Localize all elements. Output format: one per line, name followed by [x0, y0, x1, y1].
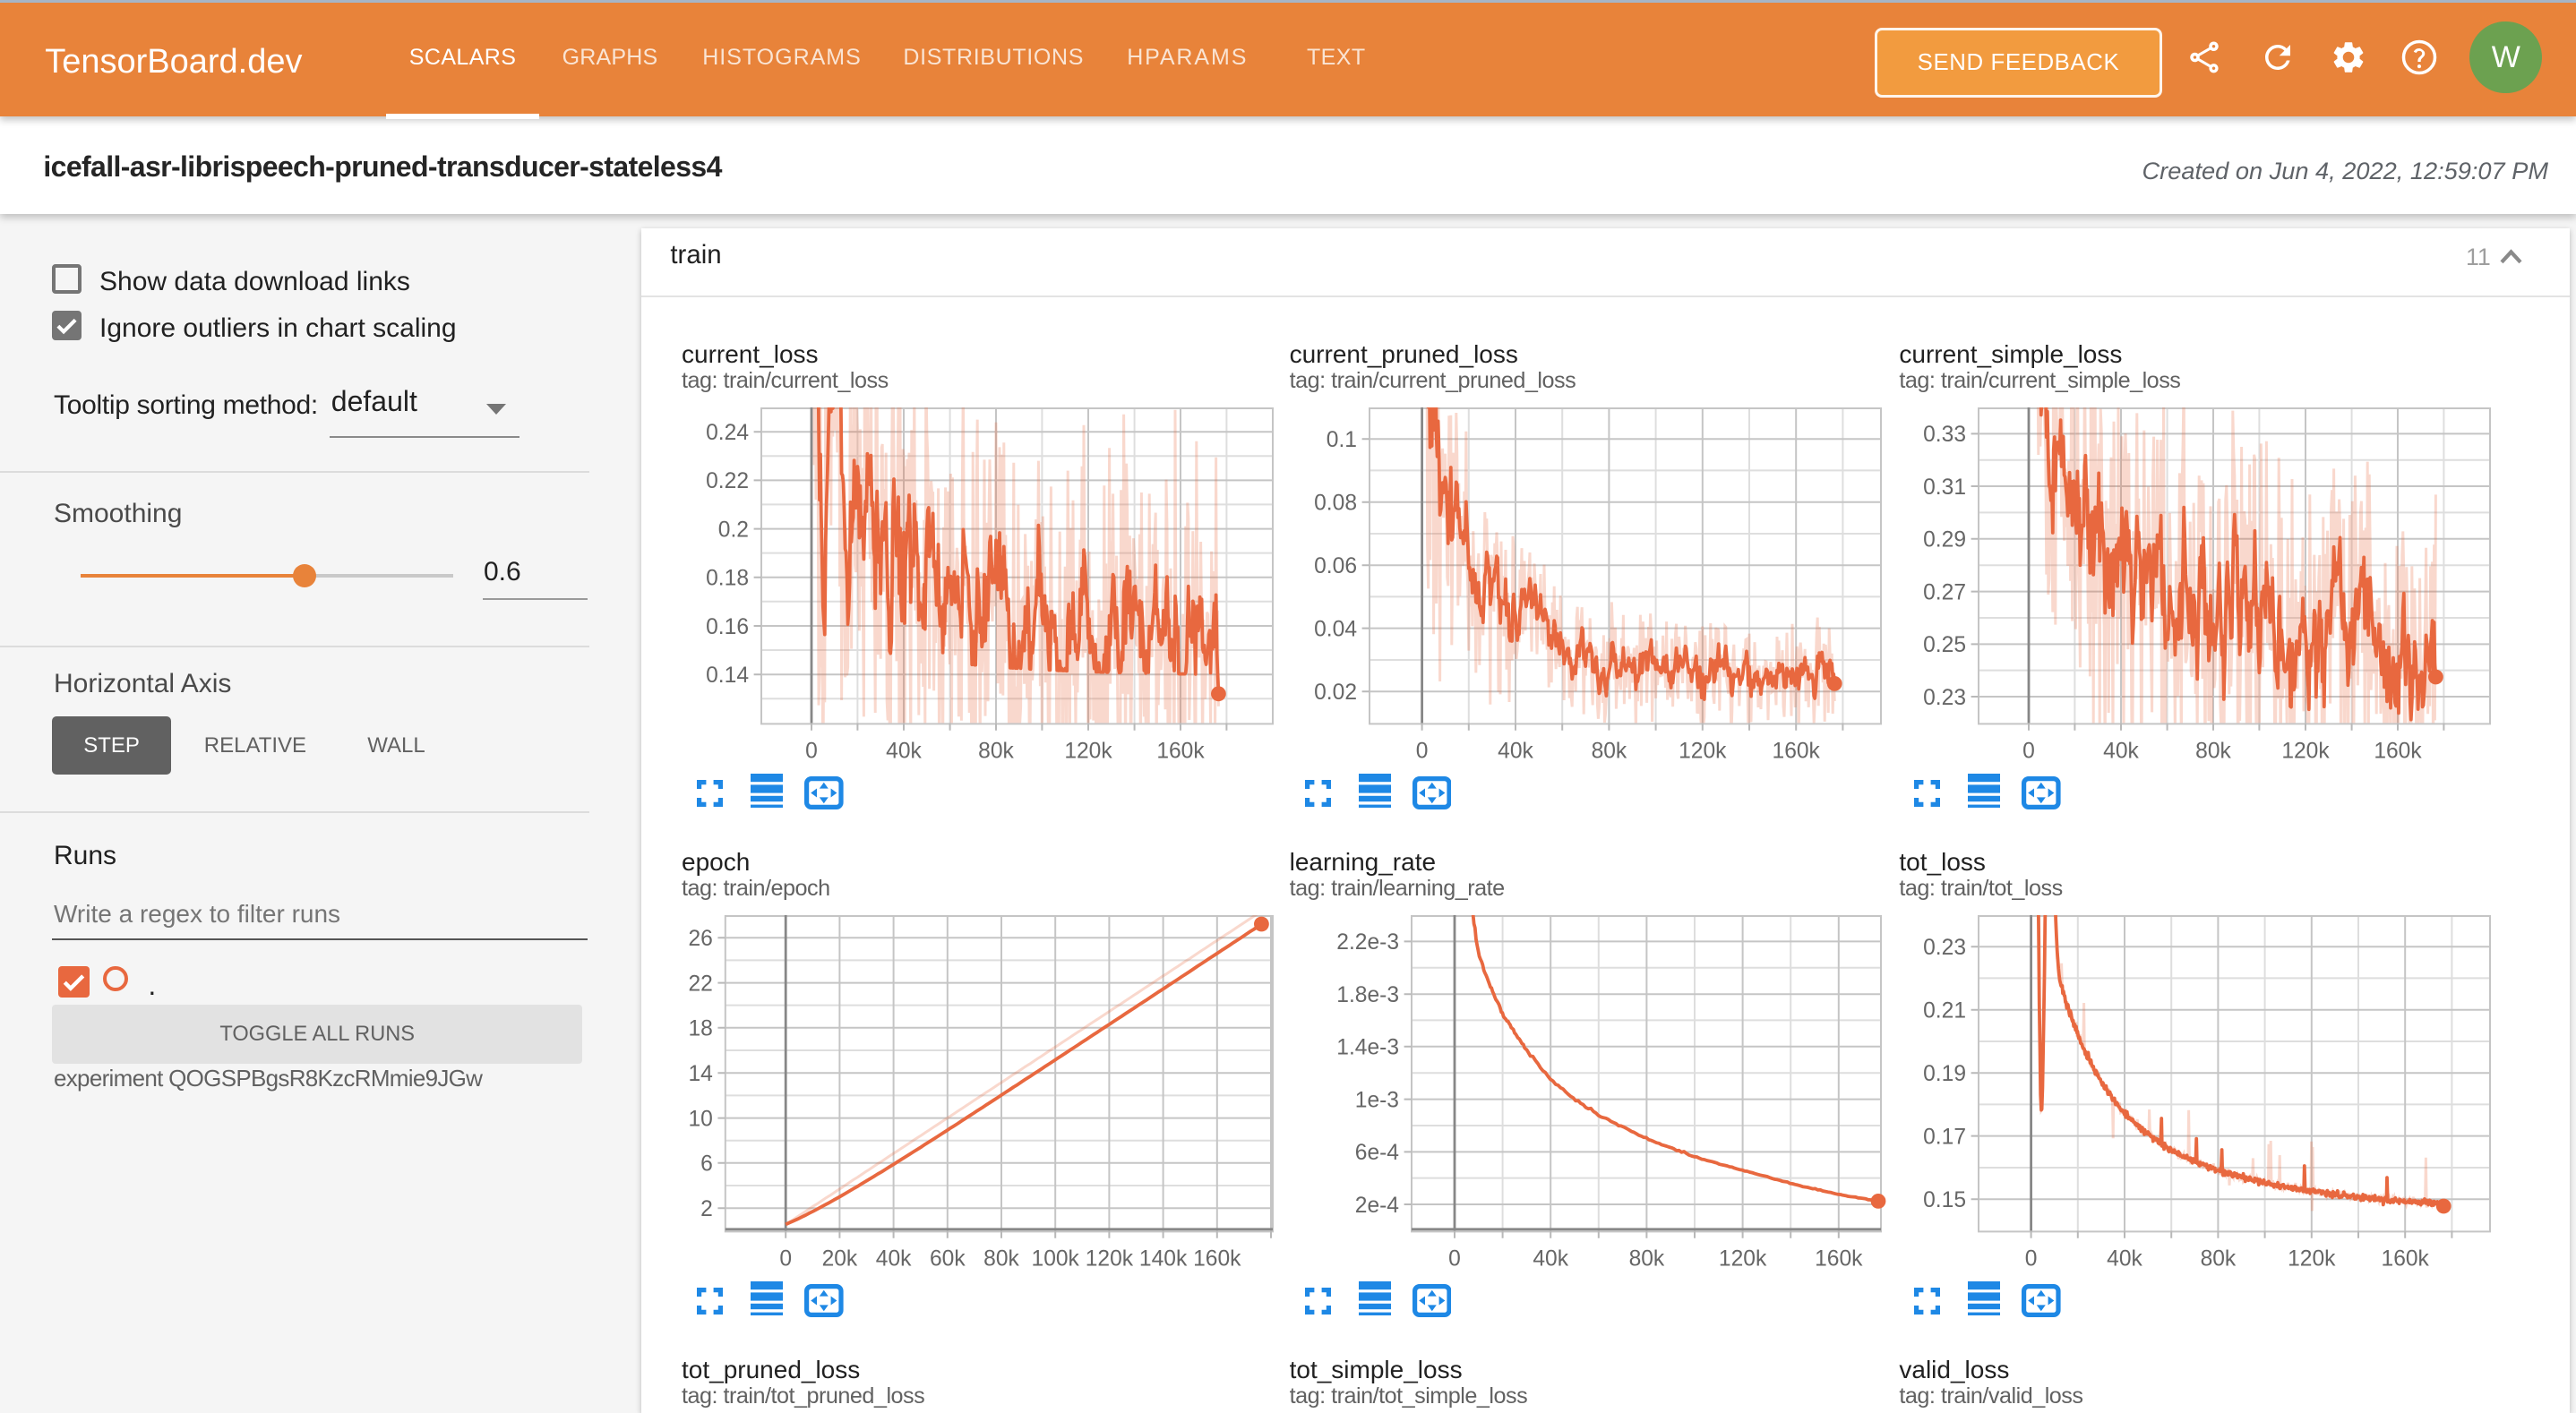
svg-text:0.17: 0.17 — [1924, 1126, 1967, 1150]
svg-text:0.25: 0.25 — [1924, 633, 1967, 657]
svg-text:0.22: 0.22 — [706, 469, 749, 493]
svg-text:120k: 120k — [2288, 1247, 2337, 1272]
svg-text:0.16: 0.16 — [706, 615, 749, 639]
svg-text:18: 18 — [688, 1017, 712, 1041]
svg-text:0.02: 0.02 — [1314, 681, 1357, 705]
svg-text:0.04: 0.04 — [1314, 618, 1357, 642]
svg-text:0.18: 0.18 — [706, 567, 749, 591]
svg-text:6e-4: 6e-4 — [1354, 1141, 1398, 1165]
svg-text:160k: 160k — [1772, 740, 1820, 764]
svg-text:0.15: 0.15 — [1924, 1188, 1967, 1212]
svg-text:0: 0 — [779, 1247, 792, 1272]
svg-text:40k: 40k — [876, 1247, 912, 1272]
svg-text:160k: 160k — [1815, 1247, 1863, 1272]
svg-text:0: 0 — [1415, 740, 1428, 764]
svg-text:2e-4: 2e-4 — [1354, 1194, 1398, 1218]
svg-text:80k: 80k — [1628, 1247, 1664, 1272]
svg-text:1.8e-3: 1.8e-3 — [1336, 983, 1399, 1007]
svg-text:0.23: 0.23 — [1924, 686, 1967, 710]
svg-text:26: 26 — [688, 927, 712, 951]
svg-text:120k: 120k — [1719, 1247, 1767, 1272]
svg-text:6: 6 — [700, 1152, 713, 1177]
svg-text:0: 0 — [805, 740, 818, 764]
svg-text:120k: 120k — [1679, 740, 1727, 764]
svg-text:80k: 80k — [2196, 740, 2232, 764]
svg-text:1e-3: 1e-3 — [1354, 1089, 1398, 1113]
svg-text:0.31: 0.31 — [1924, 475, 1967, 500]
svg-text:0: 0 — [1448, 1247, 1461, 1272]
svg-text:2: 2 — [700, 1197, 713, 1221]
svg-text:120k: 120k — [2282, 740, 2331, 764]
svg-text:1.4e-3: 1.4e-3 — [1336, 1036, 1399, 1060]
svg-text:0.21: 0.21 — [1924, 999, 1967, 1023]
svg-text:140k: 140k — [1139, 1247, 1188, 1272]
svg-text:22: 22 — [688, 972, 712, 997]
svg-text:80k: 80k — [983, 1247, 1019, 1272]
svg-text:40k: 40k — [886, 740, 922, 764]
svg-text:0.29: 0.29 — [1924, 528, 1967, 552]
svg-text:0.1: 0.1 — [1326, 428, 1356, 452]
svg-text:0.23: 0.23 — [1924, 936, 1967, 960]
svg-text:0.33: 0.33 — [1924, 423, 1967, 447]
svg-text:60k: 60k — [930, 1247, 966, 1272]
svg-text:160k: 160k — [2382, 1247, 2430, 1272]
svg-text:80k: 80k — [1591, 740, 1627, 764]
svg-text:0.27: 0.27 — [1924, 581, 1967, 605]
svg-text:0.08: 0.08 — [1314, 492, 1357, 516]
svg-text:0.24: 0.24 — [706, 421, 749, 445]
svg-text:40k: 40k — [2104, 740, 2140, 764]
svg-text:0.06: 0.06 — [1314, 554, 1357, 578]
svg-text:160k: 160k — [1193, 1247, 1241, 1272]
svg-text:120k: 120k — [1064, 740, 1112, 764]
svg-text:40k: 40k — [1498, 740, 1533, 764]
svg-text:40k: 40k — [1533, 1247, 1568, 1272]
svg-text:160k: 160k — [1156, 740, 1205, 764]
svg-text:40k: 40k — [2108, 1247, 2143, 1272]
svg-text:80k: 80k — [2201, 1247, 2237, 1272]
svg-text:120k: 120k — [1086, 1247, 1134, 1272]
svg-text:0: 0 — [2023, 740, 2036, 764]
svg-text:0.19: 0.19 — [1924, 1062, 1967, 1086]
svg-text:160k: 160k — [2374, 740, 2423, 764]
svg-text:20k: 20k — [822, 1247, 858, 1272]
svg-text:2.2e-3: 2.2e-3 — [1336, 930, 1399, 955]
svg-text:0: 0 — [2025, 1247, 2038, 1272]
svg-text:0.14: 0.14 — [706, 664, 749, 688]
svg-text:0.2: 0.2 — [718, 518, 749, 543]
svg-text:10: 10 — [688, 1108, 712, 1132]
svg-text:100k: 100k — [1032, 1247, 1080, 1272]
svg-text:80k: 80k — [978, 740, 1014, 764]
svg-text:14: 14 — [688, 1062, 712, 1086]
